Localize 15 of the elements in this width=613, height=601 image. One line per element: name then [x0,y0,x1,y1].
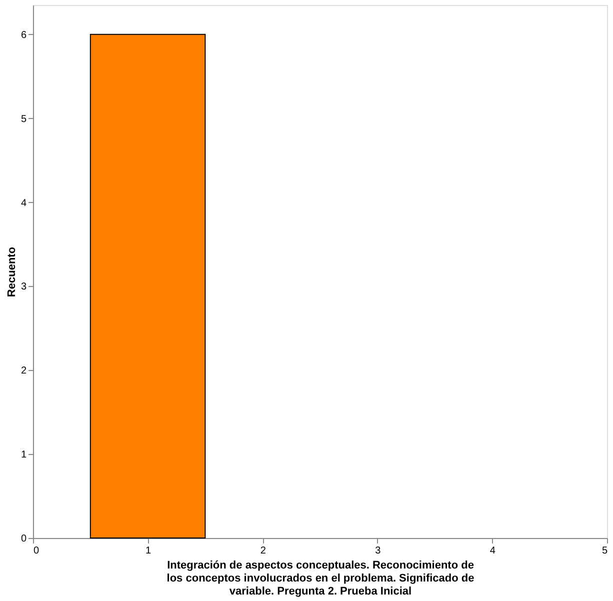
y-axis-title: Recuento [6,246,18,298]
x-axis-title: Integración de aspectos conceptuales. Reconocimiento de los conceptos involucrados en el problema. Significado de variable. Pregunta 2. Prueba Inicial [166,560,474,598]
y-tick-label: 6 [20,30,27,41]
x-tick-label: 0 [34,546,40,556]
y-tick-label: 1 [20,450,27,461]
x-tick-label: 5 [602,546,608,556]
y-tick-label: 5 [20,114,27,125]
y-tick-label: 4 [20,198,27,209]
x-tick-label: 3 [375,546,382,556]
x-tick-label: 1 [146,546,152,556]
x-tick-label: 4 [490,546,496,556]
y-tick-label: 3 [20,282,27,293]
y-tick-label: 0 [20,534,27,544]
x-tick-label: 2 [260,546,266,556]
y-tick-label: 2 [20,366,27,377]
